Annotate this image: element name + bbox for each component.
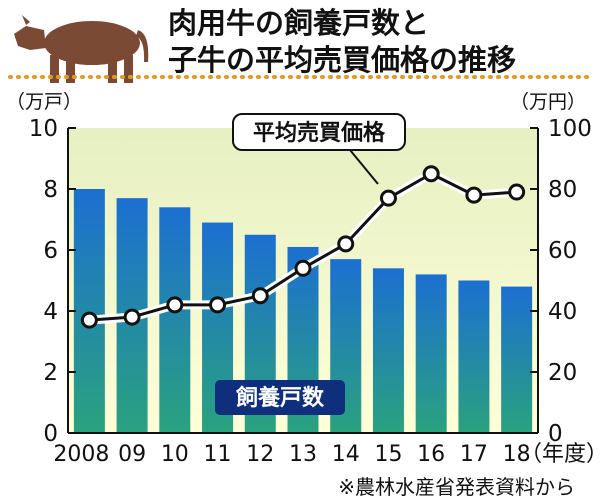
- x-tick-label: 16: [417, 442, 445, 467]
- right-tick-label: 100: [548, 116, 592, 142]
- right-tick-label: 0: [548, 421, 563, 447]
- right-tick-label: 20: [548, 360, 577, 386]
- x-tick-label: 11: [204, 442, 232, 467]
- x-tick-label: 12: [246, 442, 274, 467]
- right-tick-label: 80: [548, 177, 577, 203]
- price-point-16: [422, 165, 440, 183]
- x-tick-label: 14: [332, 442, 360, 467]
- price-point-10: [166, 296, 184, 314]
- title-line-1: 肉用牛の飼養戸数と: [168, 6, 429, 40]
- callout-pointer: [349, 149, 379, 185]
- right-tick-label: 60: [548, 238, 577, 264]
- bar-16: [415, 274, 447, 433]
- legend-bars-label: 飼養戸数: [235, 385, 325, 411]
- price-point-18: [508, 183, 526, 201]
- price-point-14: [337, 235, 355, 253]
- right-tick-label: 40: [548, 299, 577, 325]
- left-tick-label: 2: [43, 360, 58, 386]
- x-axis-unit: （年度）: [520, 442, 600, 467]
- left-tick-label: 0: [43, 421, 58, 447]
- legend-bars: 飼養戸数: [215, 380, 345, 415]
- x-tick-label: 17: [460, 442, 488, 467]
- cow-icon: [14, 15, 149, 83]
- x-tick-label: 18: [503, 442, 531, 467]
- left-tick-label: 8: [43, 177, 58, 203]
- legend-line: 平均売買価格: [232, 113, 406, 185]
- right-axis-unit: （万円）: [510, 91, 586, 113]
- bar-15: [372, 268, 404, 433]
- price-point-2008: [80, 311, 98, 329]
- left-tick-label: 4: [43, 299, 58, 325]
- bar-18: [501, 286, 533, 433]
- x-tick-label: 2008: [53, 442, 109, 467]
- left-tick-label: 10: [29, 116, 58, 142]
- price-point-12: [251, 287, 269, 305]
- left-tick-label: 6: [43, 238, 58, 264]
- bar-17: [458, 280, 490, 433]
- legend-line-label: 平均売買価格: [253, 120, 386, 146]
- left-axis-unit: （万戸）: [6, 91, 82, 113]
- price-point-09: [123, 308, 141, 326]
- title-line-2: 子牛の平均売買価格の推移: [168, 43, 516, 77]
- price-point-17: [465, 186, 483, 204]
- price-point-13: [294, 259, 312, 277]
- x-tick-label: 09: [118, 442, 146, 467]
- bar-2008: [73, 189, 105, 433]
- price-point-15: [379, 189, 397, 207]
- x-tick-label: 15: [374, 442, 402, 467]
- bar-10: [159, 207, 191, 433]
- source-note: ※農林水産省発表資料から: [338, 475, 575, 499]
- price-point-11: [209, 296, 227, 314]
- x-tick-label: 13: [289, 442, 317, 467]
- x-tick-label: 10: [161, 442, 189, 467]
